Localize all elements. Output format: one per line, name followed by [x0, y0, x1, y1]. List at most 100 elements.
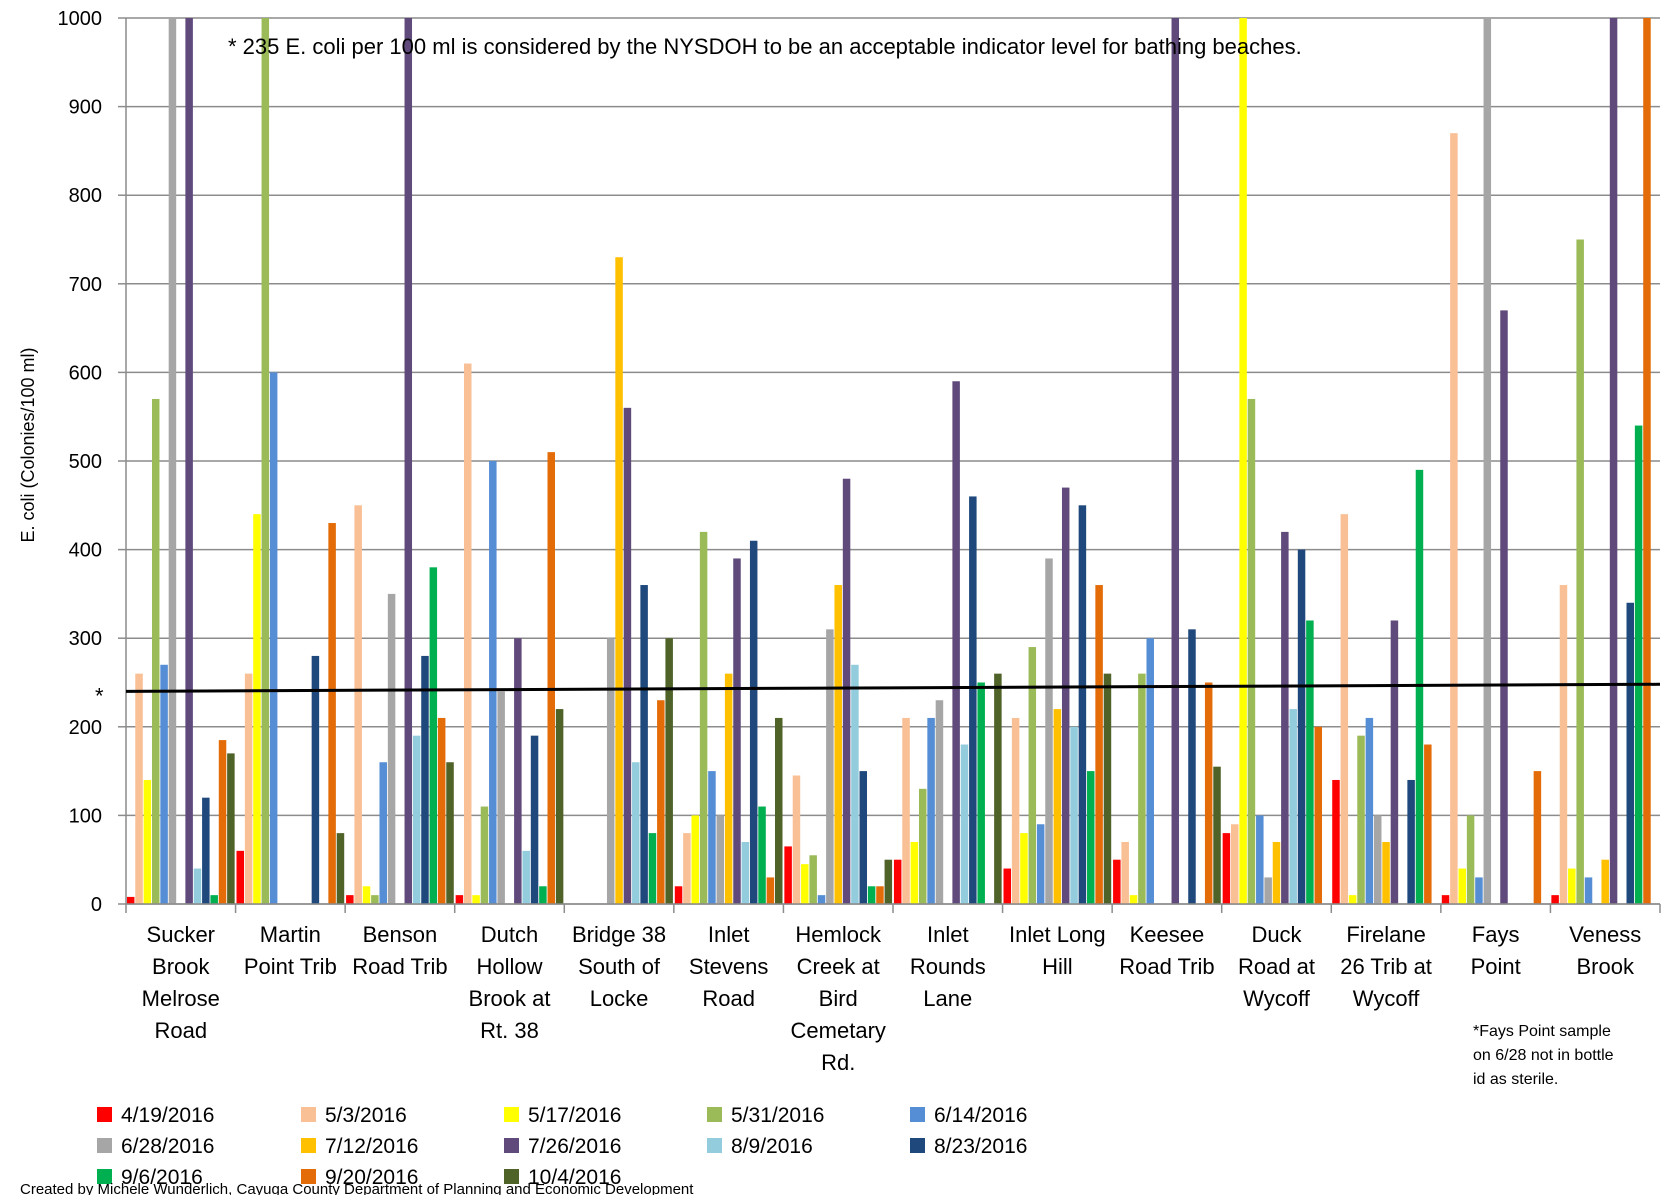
x-category-labels: Sucker Brook Melrose Road Martin Point Trib Be…: [142, 922, 1642, 1075]
bar: [1643, 18, 1651, 904]
bar: [1171, 18, 1180, 904]
bar: [1458, 868, 1466, 904]
bar: [1475, 877, 1483, 904]
bar: [708, 771, 716, 904]
bar: [1559, 585, 1568, 904]
bar: [1129, 895, 1138, 904]
bar: [437, 717, 446, 904]
x-category-label: Inlet: [708, 922, 750, 947]
bar: [893, 859, 902, 904]
x-category-label: Road Trib: [352, 954, 447, 979]
bar: [1053, 709, 1062, 904]
bar: [741, 841, 750, 904]
bar: [379, 762, 387, 904]
bar: [1078, 505, 1087, 904]
bar: [884, 859, 893, 904]
bar: [354, 505, 362, 904]
bar: [691, 815, 699, 904]
bar: [539, 886, 547, 904]
x-category-label: Road: [154, 1018, 207, 1043]
bar: [530, 735, 539, 904]
bar: [801, 864, 809, 904]
bar: [1373, 815, 1382, 904]
bar: [193, 868, 202, 904]
bar: [1297, 549, 1306, 904]
y-tick-label: 100: [69, 805, 102, 827]
bar: [994, 673, 1002, 904]
bar: [1272, 841, 1281, 904]
threshold-marker: *: [95, 683, 104, 708]
bar: [977, 682, 985, 904]
bar: [615, 257, 623, 905]
bar: [253, 514, 261, 904]
x-category-label: Point Trib: [244, 954, 337, 979]
bar: [522, 850, 530, 904]
bar: [724, 673, 733, 904]
bar: [387, 593, 396, 904]
bar: [749, 540, 758, 904]
x-category-label: Benson: [363, 922, 438, 947]
legend-swatch: [97, 1169, 112, 1184]
bar: [1146, 638, 1154, 904]
bar: [1332, 779, 1340, 904]
x-category-label: Duck: [1251, 922, 1302, 947]
bar: [135, 673, 143, 904]
bar: [952, 381, 960, 904]
bar: [1576, 239, 1584, 904]
bar: [792, 775, 801, 904]
legend-label: 5/3/2016: [325, 1104, 407, 1127]
bar: [311, 655, 320, 904]
bar: [244, 673, 253, 904]
legend-swatch: [301, 1169, 316, 1184]
bar: [1500, 310, 1508, 904]
bar: [362, 886, 371, 904]
x-category-label: Bridge 38: [572, 922, 666, 947]
x-category-label: Point: [1471, 954, 1521, 979]
x-category-label: Firelane: [1346, 922, 1425, 947]
bar: [1441, 895, 1450, 904]
bar: [555, 709, 564, 904]
bar: [902, 717, 910, 904]
bar: [1533, 771, 1542, 904]
legend-label: 8/23/2016: [934, 1135, 1027, 1158]
bar: [210, 895, 218, 904]
bar: [236, 850, 245, 904]
bar: [371, 895, 379, 904]
bars: [126, 18, 1651, 905]
bar: [1011, 717, 1020, 904]
x-category-label: Hollow: [476, 954, 542, 979]
bar: [1087, 771, 1095, 904]
x-category-label: Inlet: [927, 922, 969, 947]
bar: [927, 717, 935, 904]
bar: [774, 717, 783, 904]
bar: [918, 788, 927, 904]
bar: [464, 363, 472, 904]
fays-note-line: *Fays Point sample: [1473, 1023, 1611, 1040]
x-category-label: Brook at: [469, 986, 551, 1011]
legend-label: 6/28/2016: [121, 1135, 214, 1158]
bar: [683, 833, 691, 904]
x-category-label: Hemlock: [795, 922, 882, 947]
bar: [876, 886, 884, 904]
bar: [699, 531, 708, 904]
bar: [1095, 585, 1103, 904]
threshold-note: * 235 E. coli per 100 ml is considered b…: [228, 34, 1302, 59]
x-category-label: Veness: [1569, 922, 1641, 947]
x-category-label: Creek at: [797, 954, 880, 979]
bar: [547, 452, 555, 904]
bar: [412, 735, 421, 904]
bar: [623, 407, 632, 904]
bar: [1348, 895, 1357, 904]
bar: [143, 779, 152, 904]
legend-label: 5/31/2016: [731, 1104, 824, 1127]
bar: [1204, 682, 1213, 904]
x-category-label: Bird: [819, 986, 858, 1011]
bar: [1390, 620, 1399, 904]
y-tick-label: 600: [69, 362, 102, 384]
bar: [758, 806, 766, 904]
y-tick-label: 500: [69, 451, 102, 473]
bar: [1239, 18, 1247, 904]
x-category-label: Road: [702, 986, 755, 1011]
bar: [867, 886, 876, 904]
